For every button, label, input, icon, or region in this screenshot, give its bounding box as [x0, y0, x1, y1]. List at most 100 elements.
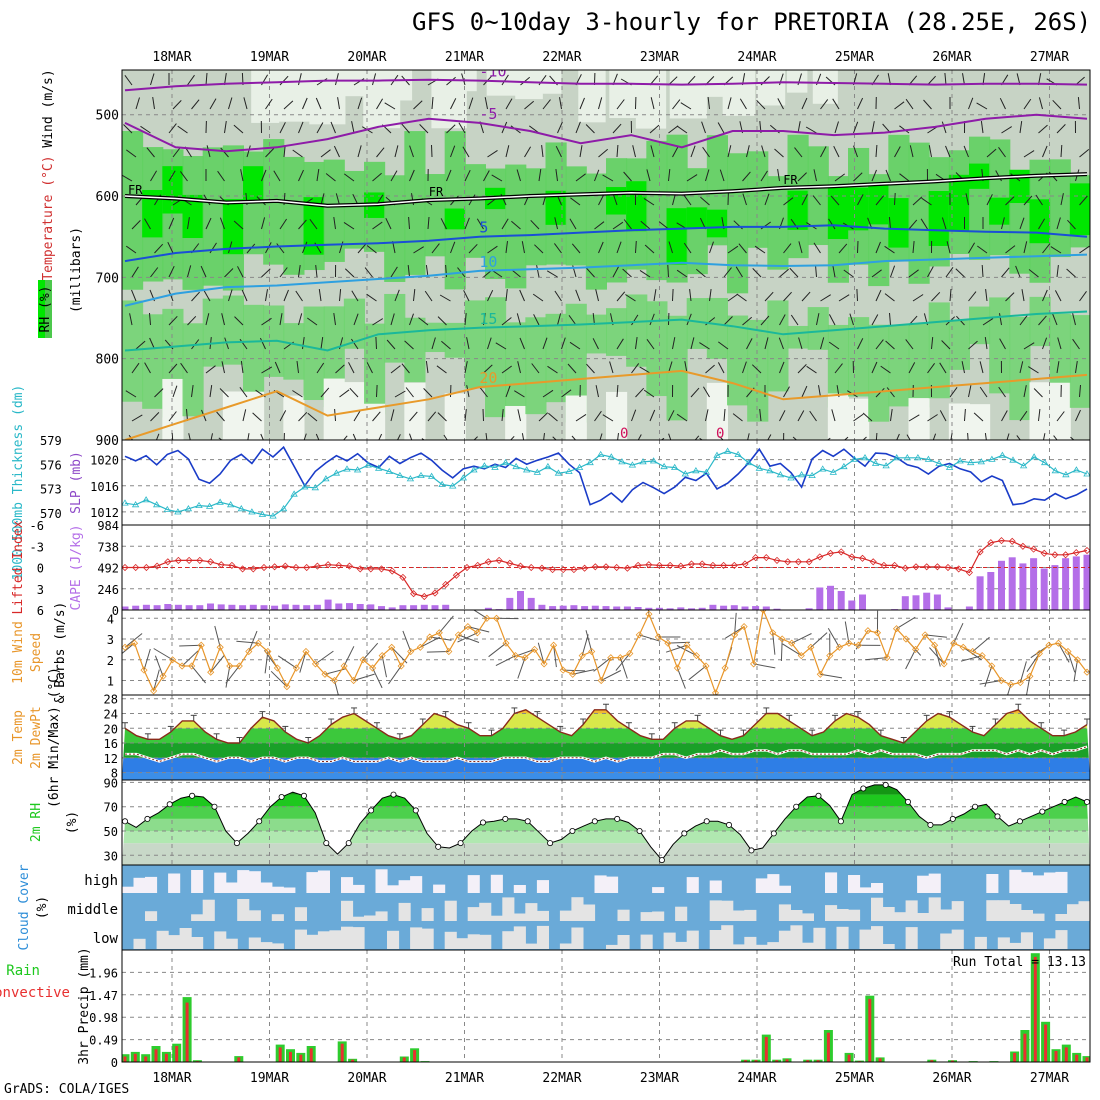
wind-barb — [425, 361, 429, 374]
lifted-index-marker — [538, 564, 546, 572]
ylabel-part: 2m DewPt — [29, 706, 44, 769]
rh-band — [122, 831, 1090, 844]
wind-barb — [362, 642, 379, 661]
wind-barb — [599, 433, 603, 440]
rh-cell — [202, 298, 224, 367]
surface-isotherm-label: 0 — [620, 426, 628, 442]
wind-barb — [468, 243, 478, 254]
precip-convective-bar — [1064, 1047, 1068, 1062]
cape-bar — [324, 599, 332, 610]
wind-barb — [203, 290, 211, 302]
wind-barb — [390, 170, 398, 182]
rh-cell — [989, 297, 1011, 394]
cape-bar — [805, 608, 813, 610]
cloud-cell — [490, 874, 503, 893]
precip-convective-bar — [1023, 1033, 1027, 1062]
cape-bar — [367, 604, 375, 610]
wind-barb — [862, 436, 867, 440]
rh-cell — [727, 153, 749, 294]
wind-barb — [806, 365, 817, 374]
wind-barb — [487, 149, 498, 158]
wind-barb — [325, 173, 336, 182]
wind-barb — [886, 387, 895, 398]
wind-barb — [742, 316, 753, 326]
rh-marker — [323, 840, 330, 847]
wind-speed-marker — [550, 641, 558, 649]
wind-barb — [920, 218, 928, 230]
rh-marker — [994, 813, 1001, 820]
lifted-index-marker — [666, 561, 674, 569]
wind-barb — [830, 195, 840, 206]
rh-cell — [384, 175, 406, 282]
wind-barb — [187, 315, 197, 326]
wind-barb — [945, 145, 951, 158]
rh-cell — [908, 142, 930, 284]
dewpt-ylabel: 2m DewPt — [29, 706, 44, 769]
wind-barb — [376, 384, 378, 398]
wind-barb — [247, 433, 250, 440]
wind-barb — [779, 314, 786, 326]
cape-bar — [549, 606, 557, 610]
thickness-marker — [639, 458, 647, 465]
wind-barb — [330, 121, 336, 134]
wind-speed-marker — [197, 641, 205, 649]
wind-barb — [601, 670, 622, 681]
thickness-marker — [237, 505, 246, 512]
thickness-marker — [311, 484, 320, 491]
precip-convective-bar — [133, 1053, 137, 1062]
wind-barb — [491, 174, 503, 182]
cape-tick-label: 246 — [97, 583, 119, 597]
wind-barb — [798, 241, 803, 254]
isotherm-label: 10 — [479, 253, 497, 271]
wind-speed-marker — [626, 649, 634, 658]
wind-barb — [180, 362, 188, 374]
wind-barb — [557, 121, 563, 134]
cloud-cell — [456, 938, 469, 949]
temp-tick-label: 24 — [104, 707, 118, 721]
wind-barb — [191, 291, 200, 302]
cape-bar — [720, 605, 728, 610]
cloud-cell — [1067, 904, 1080, 921]
wind-barb — [150, 267, 159, 278]
wind-barb — [1050, 246, 1062, 254]
wind-barb — [964, 408, 966, 422]
thickness-marker — [744, 458, 753, 466]
wind-barb — [756, 100, 766, 110]
wind-barb — [944, 72, 947, 86]
lifted-index-marker — [720, 561, 728, 569]
rh-marker — [1084, 798, 1090, 805]
wind-barb — [431, 243, 440, 254]
cape-bar — [859, 594, 866, 610]
rh-cell — [303, 306, 325, 401]
rh-cell — [1049, 382, 1071, 440]
wind-barb — [875, 289, 882, 302]
wind-barb — [801, 194, 808, 206]
rh-cell — [142, 190, 164, 238]
ylabel-part: (%) — [35, 896, 50, 919]
cloud-cell — [871, 883, 884, 893]
wind-barb — [941, 217, 947, 230]
cloud-cell — [778, 930, 791, 949]
wind-barb — [372, 318, 383, 326]
wind-speed-marker — [892, 625, 901, 633]
wind-barb — [372, 667, 383, 689]
thickness-marker — [470, 466, 478, 473]
wind-barb — [457, 632, 478, 643]
cloud-cell — [260, 882, 273, 893]
thickness-marker — [871, 459, 880, 466]
wind-barb — [143, 648, 151, 671]
wind-barb — [828, 314, 836, 326]
wind-barb — [357, 243, 367, 254]
wind-barb — [150, 170, 158, 182]
wind-barb — [579, 145, 583, 158]
wind-barb — [871, 361, 878, 374]
wind-speed-marker — [950, 639, 958, 647]
wind-barb — [705, 409, 709, 422]
wind-speed-marker — [407, 647, 415, 656]
wind-barb — [871, 121, 875, 134]
thickness-marker — [438, 480, 446, 487]
lifted-index-marker — [880, 561, 888, 569]
thickness-marker — [1062, 471, 1070, 478]
cloud-cell — [179, 928, 192, 949]
wind-barb — [240, 169, 244, 182]
